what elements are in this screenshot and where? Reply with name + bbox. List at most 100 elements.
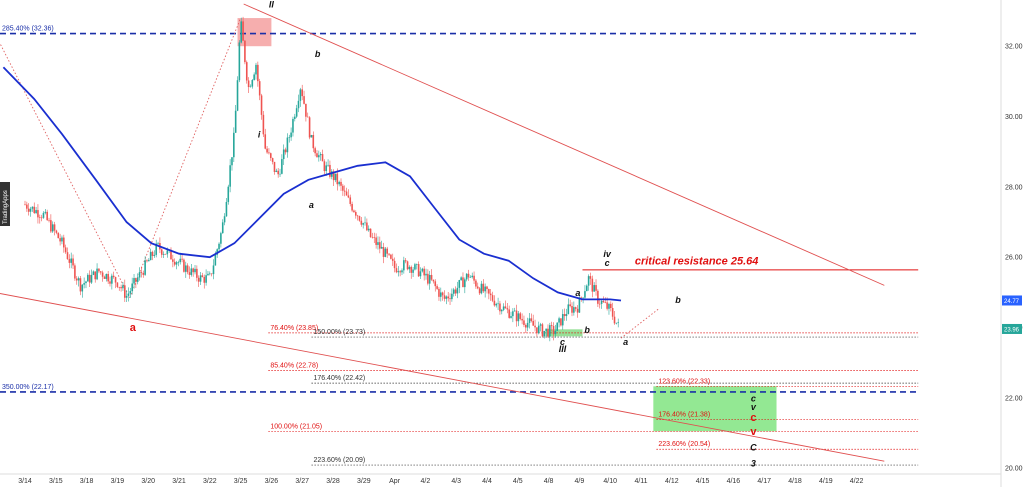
candle-body-135 (273, 161, 276, 172)
candle-body-2 (27, 208, 30, 212)
candle-body-86 (183, 259, 185, 272)
candle-body-80 (172, 259, 174, 262)
candle-body-277 (536, 327, 538, 334)
candle-body-283 (547, 328, 549, 337)
wave-label-c-15: c (750, 412, 756, 424)
candle-body-216 (423, 268, 425, 276)
candle-body-264 (512, 311, 514, 317)
candle-body-15 (51, 224, 54, 232)
level-label-100-00-21-05: 100.00% (21.05) (270, 423, 322, 430)
candle-body-53 (122, 285, 124, 289)
candle-body-97 (203, 276, 206, 283)
candle-body-6 (35, 210, 37, 214)
candle-body-48 (112, 275, 115, 278)
x-tick-4-8: 4/8 (544, 478, 554, 485)
wave-label-b-6: b (584, 325, 590, 335)
candle-body-233 (454, 289, 457, 294)
trend-line-1 (0, 293, 885, 462)
candle-body-122 (249, 86, 252, 88)
candle-body-308 (593, 285, 595, 292)
trend-line-4 (620, 307, 660, 339)
candle-body-126 (257, 64, 259, 82)
candle-body-320 (615, 322, 618, 324)
candle-body-318 (611, 308, 614, 317)
candle-body-224 (438, 288, 440, 297)
candle-body-101 (210, 273, 213, 275)
candle-body-170 (338, 181, 340, 185)
candle-body-186 (367, 228, 370, 231)
candle-body-69 (151, 251, 154, 256)
candle-body-47 (111, 275, 113, 284)
candle-body-309 (595, 285, 597, 291)
candle-body-34 (87, 274, 89, 282)
candle-body-262 (508, 309, 510, 318)
candle-body-9 (40, 217, 43, 219)
candle-body-219 (428, 274, 431, 284)
candle-body-20 (61, 237, 63, 242)
candle-body-292 (563, 314, 566, 317)
price-tag-23-96 (1002, 323, 1022, 334)
candle-body-263 (510, 316, 512, 318)
level-label-76-40-23-85: 76.40% (23.85) (270, 325, 318, 332)
wave-label-c-13: c (751, 393, 756, 403)
candle-body-176 (349, 197, 352, 204)
candle-body-115 (236, 80, 239, 111)
zones-layer (237, 18, 777, 432)
candle-body-315 (606, 302, 608, 309)
candle-body-107 (221, 222, 224, 234)
x-tick-3-20: 3/20 (141, 478, 155, 485)
candle-body-223 (436, 286, 438, 289)
wave-label-a-5: a (575, 288, 580, 298)
candle-body-286 (552, 326, 555, 335)
candle-body-62 (138, 272, 141, 278)
candle-body-203 (399, 271, 401, 273)
candle-body-256 (497, 303, 499, 305)
candle-body-272 (526, 322, 529, 328)
candle-body-60 (135, 278, 137, 282)
candle-body-284 (549, 325, 551, 337)
candle-body-113 (233, 132, 235, 158)
candle-body-191 (377, 242, 379, 245)
candle-body-305 (587, 276, 590, 286)
level-labels-layer: 285.40% (32.36) 350.00% (22.17) 76.40% (23… (2, 26, 710, 465)
candle-body-75 (162, 253, 165, 255)
candle-body-199 (391, 258, 394, 261)
candle-body-195 (384, 248, 387, 257)
trend-line-3 (129, 17, 242, 298)
candle-body-246 (478, 288, 481, 294)
candle-body-316 (608, 303, 610, 309)
wave-label-c-10: c (605, 258, 610, 268)
candle-body-189 (373, 237, 376, 238)
candle-body-56 (127, 293, 130, 296)
candle-body-269 (521, 318, 523, 321)
candle-body-217 (425, 273, 427, 276)
candle-body-119 (244, 40, 246, 63)
candle-body-294 (567, 304, 570, 314)
candle-body-153 (306, 116, 309, 118)
candle-body-180 (356, 215, 359, 217)
x-tick-4-2: 4/2 (421, 478, 431, 485)
level-label-223-60-20-09: 223.60% (20.09) (313, 457, 365, 464)
candle-body-321 (617, 322, 620, 323)
candle-body-106 (220, 233, 222, 244)
candle-body-243 (473, 275, 475, 281)
candle-body-303 (584, 291, 586, 298)
candle-body-247 (480, 283, 483, 294)
candle-body-130 (264, 134, 267, 149)
candle-body-273 (528, 318, 531, 323)
candle-body-32 (83, 283, 85, 285)
candle-body-146 (294, 116, 296, 119)
candle-body-208 (408, 266, 411, 270)
candle-body-230 (449, 298, 451, 300)
candle-body-280 (541, 324, 544, 337)
candle-body-261 (506, 308, 509, 310)
candle-body-232 (452, 289, 455, 294)
trendlines-layer (0, 3, 885, 462)
candle-body-51 (118, 286, 121, 288)
candle-body-206 (404, 260, 407, 262)
candle-body-52 (120, 287, 122, 289)
candle-body-92 (194, 268, 196, 273)
candle-body-10 (42, 212, 45, 218)
candle-body-270 (523, 320, 525, 325)
